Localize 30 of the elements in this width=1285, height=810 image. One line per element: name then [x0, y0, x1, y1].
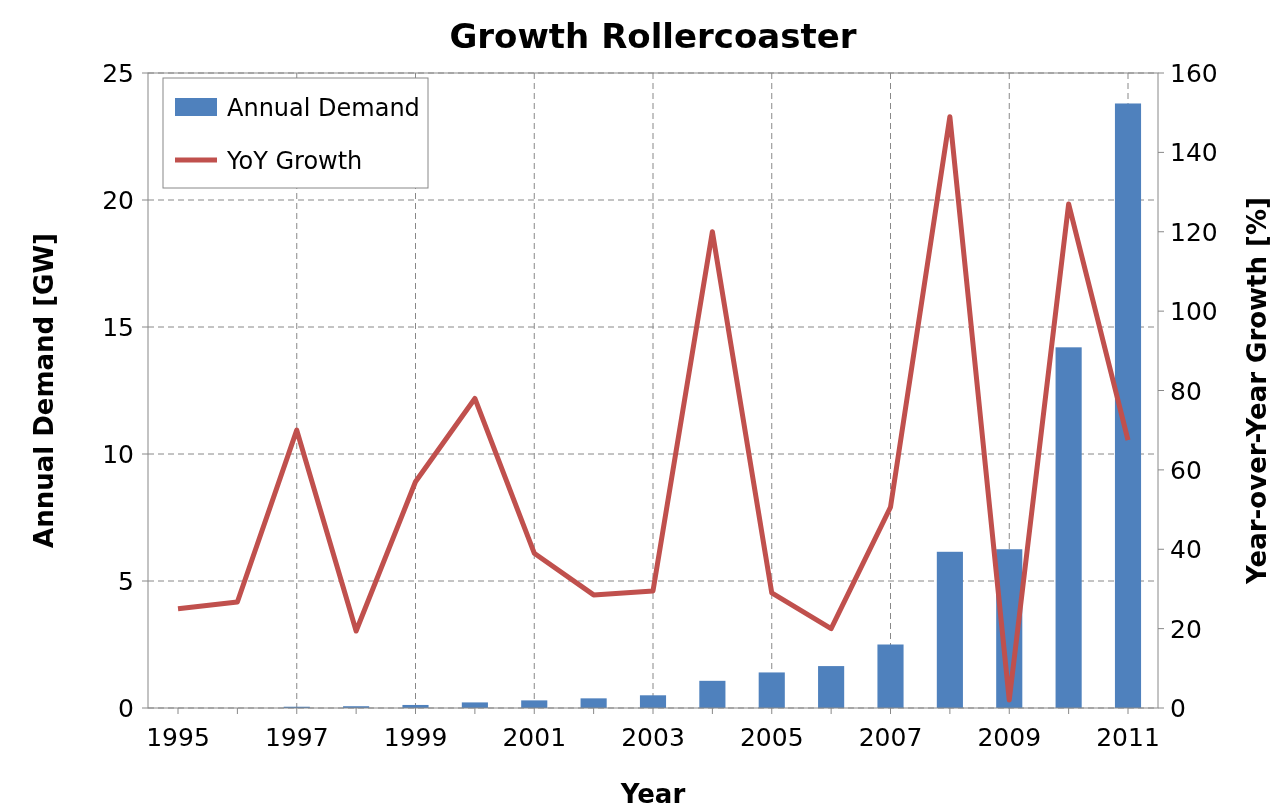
- y2-tick-label: 140: [1170, 138, 1218, 168]
- legend-label: Annual Demand: [227, 94, 420, 122]
- x-tick-label: 1997: [264, 723, 329, 752]
- y-tick-label: 5: [118, 567, 134, 596]
- x-tick-label: 1999: [383, 723, 448, 752]
- x-tick-label: 2011: [1096, 723, 1160, 752]
- x-tick-label: 2005: [739, 723, 804, 752]
- y2-tick-label: 20: [1170, 614, 1202, 644]
- x-tick-label: 2007: [858, 723, 923, 752]
- y2-tick-label: 120: [1170, 217, 1218, 247]
- y2-tick-label: 160: [1170, 59, 1218, 88]
- x-tick-label: 2009: [977, 723, 1042, 752]
- y-tick-label: 20: [102, 186, 134, 215]
- legend-label: YoY Growth: [226, 147, 363, 175]
- y2-tick-label: 60: [1170, 455, 1202, 485]
- y-tick-label: 25: [102, 59, 134, 88]
- y2-axis-title: Year-over-Year Growth [%]: [1242, 197, 1272, 585]
- y-tick-label: 0: [118, 694, 134, 723]
- x-tick-label: 2003: [621, 723, 685, 752]
- x-tick-label: 1995: [146, 723, 210, 752]
- y-tick-label: 15: [102, 313, 134, 342]
- y2-tick-label: 80: [1170, 376, 1202, 406]
- y2-tick-label: 0: [1170, 694, 1186, 723]
- x-tick-label: 2001: [502, 723, 567, 752]
- x-axis-title: Year: [619, 779, 686, 809]
- y2-tick-label: 40: [1170, 535, 1202, 565]
- y2-tick-label: 100: [1170, 297, 1218, 327]
- y-tick-label: 10: [102, 440, 134, 469]
- y-axis-title: Annual Demand [GW]: [29, 233, 59, 548]
- chart-title: Growth Rollercoaster: [449, 16, 857, 56]
